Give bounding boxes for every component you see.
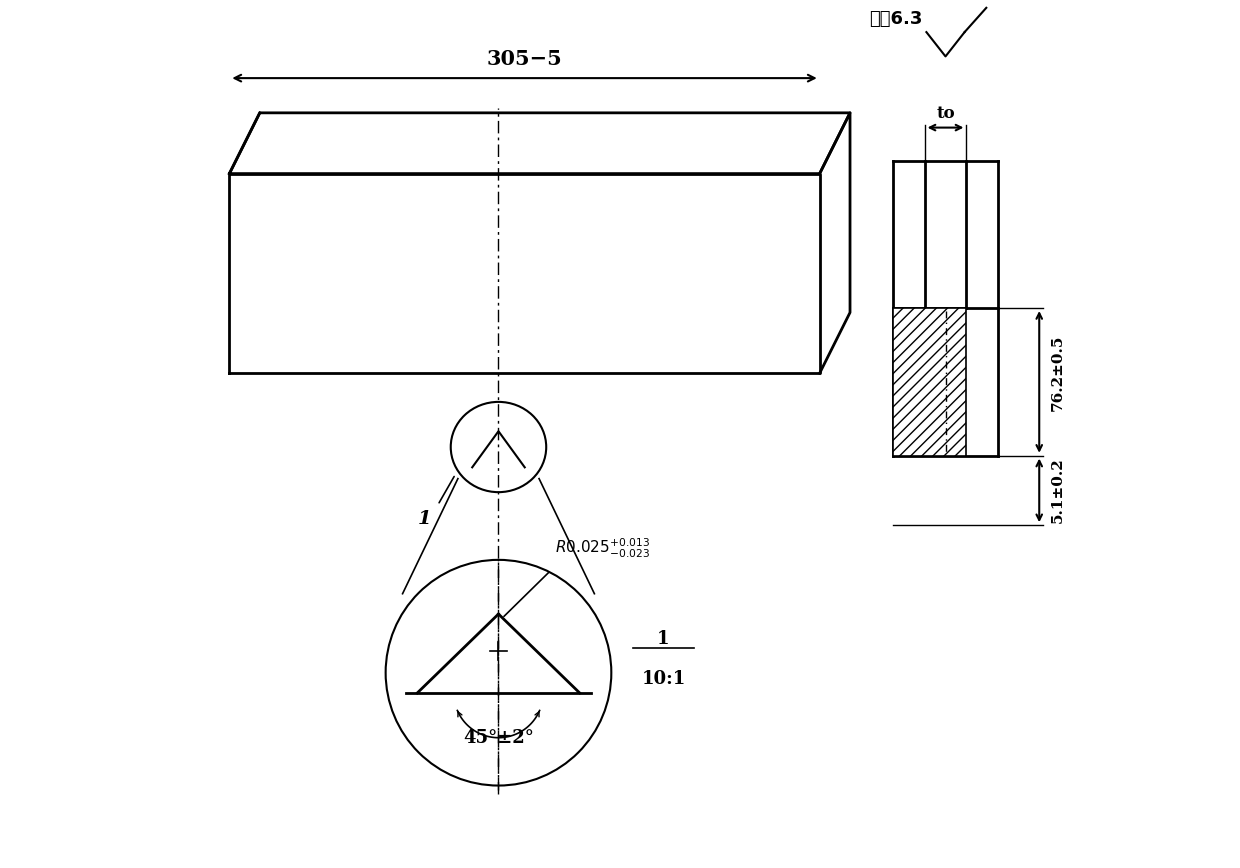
Text: 1: 1 (418, 510, 432, 528)
Text: to: to (936, 105, 955, 122)
Bar (893, 308, 966, 456)
Text: 10:1: 10:1 (641, 670, 686, 688)
Text: 305−5: 305−5 (486, 49, 563, 69)
Text: 1: 1 (657, 630, 670, 648)
Text: $\mathit{R}$$0.025^{+0.013}_{-0.023}$: $\mathit{R}$$0.025^{+0.013}_{-0.023}$ (556, 537, 650, 560)
Text: 全逆6.3: 全逆6.3 (869, 10, 923, 28)
Text: 5.1±0.2: 5.1±0.2 (1050, 457, 1064, 523)
Text: 76.2±0.5: 76.2±0.5 (1050, 335, 1064, 411)
Text: 45°±2°: 45°±2° (463, 729, 534, 747)
